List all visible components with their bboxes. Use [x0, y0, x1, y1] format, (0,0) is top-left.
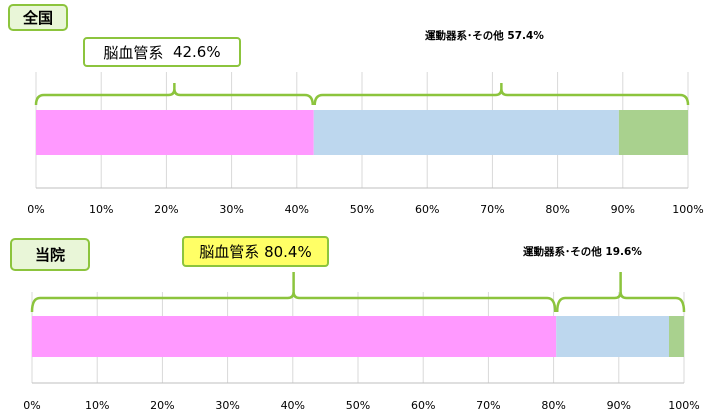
bar-segment-0: [36, 110, 314, 155]
x-tick-label: 30%: [215, 399, 239, 412]
label-musculoskeletal-hospital: 運動器系･その他 19.6%: [523, 244, 642, 259]
x-tick-label: 100%: [672, 203, 703, 216]
x-tick-label: 70%: [480, 203, 504, 216]
x-tick-label: 100%: [668, 399, 699, 412]
bar-segment-1: [556, 316, 670, 357]
x-tick-label: 50%: [346, 399, 370, 412]
x-tick-label: 40%: [281, 399, 305, 412]
annotation-bracket-1: [555, 272, 686, 313]
x-tick-label: 40%: [285, 203, 309, 216]
small-label-value: 19.6%: [605, 246, 642, 258]
x-tick-label: 80%: [541, 399, 565, 412]
annotation-bracket-0: [34, 83, 315, 106]
callout-cerebrovascular-national: 脳血管系 42.6%: [83, 37, 241, 67]
bar-segment-0: [32, 316, 557, 357]
x-tick-label: 0%: [23, 399, 40, 412]
x-tick-label: 60%: [411, 399, 435, 412]
x-tick-label: 10%: [85, 399, 109, 412]
annotation-bracket-0: [30, 272, 557, 313]
callout-value: 80.4%: [264, 242, 312, 261]
callout-cerebrovascular-hospital: 脳血管系 80.4%: [182, 236, 329, 267]
bar-segment-2: [618, 110, 688, 155]
callout-value: 42.6%: [172, 43, 221, 61]
callout-label: 脳血管系: [103, 43, 164, 62]
x-tick-label: 30%: [219, 203, 243, 216]
small-label-text: 運動器系･その他: [425, 30, 504, 42]
panel-title-hospital: 当院: [10, 238, 90, 271]
bar-segment-1: [313, 110, 619, 155]
x-tick-label: 0%: [27, 203, 44, 216]
label-musculoskeletal-national: 運動器系･その他 57.4%: [425, 28, 544, 43]
x-tick-label: 90%: [607, 399, 631, 412]
x-tick-label: 90%: [611, 203, 635, 216]
bar-segment-2: [669, 316, 684, 357]
x-tick-label: 80%: [545, 203, 569, 216]
panel-title-national: 全国: [8, 4, 68, 31]
annotation-bracket-1: [313, 83, 690, 106]
x-tick-label: 70%: [476, 399, 500, 412]
x-tick-label: 60%: [415, 203, 439, 216]
small-label-text: 運動器系･その他: [523, 246, 602, 258]
x-tick-label: 50%: [350, 203, 374, 216]
small-label-value: 57.4%: [507, 30, 544, 42]
x-tick-label: 10%: [89, 203, 113, 216]
x-tick-label: 20%: [150, 399, 174, 412]
x-tick-label: 20%: [154, 203, 178, 216]
callout-label: 脳血管系: [199, 243, 260, 261]
